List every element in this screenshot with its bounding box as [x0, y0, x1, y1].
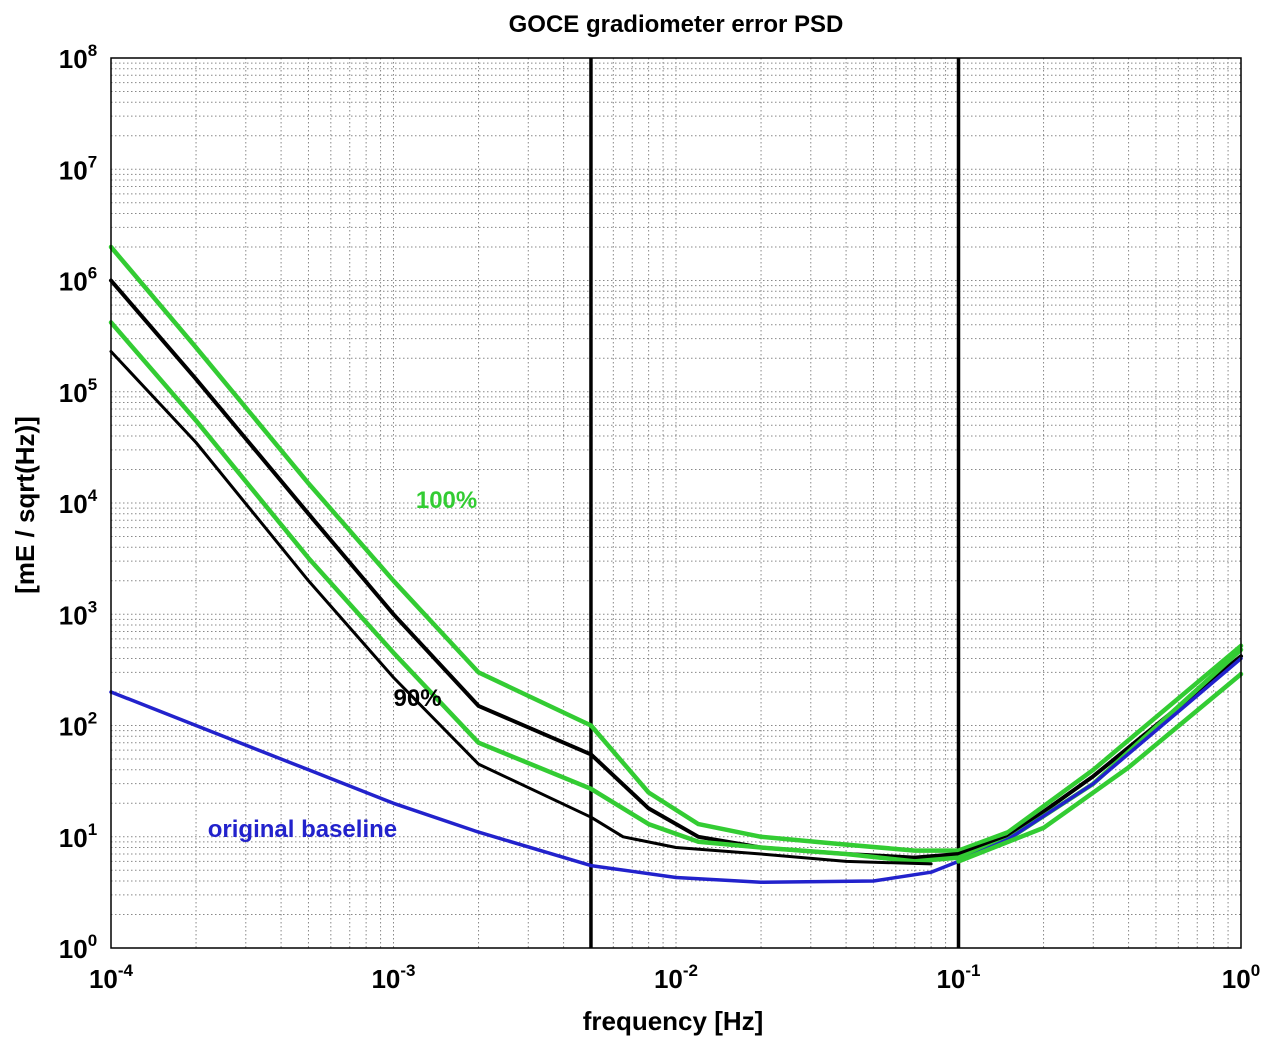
- x-tick-labels: 10-4 10-3 10-2 10-1 100: [89, 961, 1260, 994]
- x-tick-label: 100: [1222, 961, 1260, 994]
- series-line-6: [956, 671, 1244, 864]
- annotation-label: 100%: [416, 487, 477, 514]
- chart-title: GOCE gradiometer error PSD: [509, 11, 844, 38]
- y-tick-labels: 100 101 102 103 104 105 106 107 108: [59, 41, 98, 964]
- annotation-label: original baseline: [208, 816, 397, 843]
- y-tick-label: 108: [59, 41, 97, 74]
- x-tick-label: 10-1: [936, 961, 980, 994]
- vertical-markers: [589, 58, 961, 948]
- y-axis-label: [mE / sqrt(Hz)]: [10, 416, 40, 594]
- series-line-4: [109, 350, 933, 866]
- x-tick-label: 10-2: [654, 961, 698, 994]
- y-tick-label: 103: [59, 597, 97, 630]
- y-tick-label: 102: [59, 709, 97, 742]
- x-tick-label: 10-4: [89, 961, 134, 994]
- y-tick-label: 104: [59, 486, 98, 519]
- y-tick-label: 100: [59, 931, 97, 964]
- x-tick-label: 10-3: [371, 961, 415, 994]
- y-tick-label: 101: [59, 820, 97, 853]
- series-line-1: [108, 244, 1244, 853]
- y-tick-label: 107: [59, 152, 97, 185]
- series-layer: [108, 244, 1244, 884]
- annotations: 100% 90% original baseline: [208, 487, 478, 843]
- y-tick-label: 106: [59, 264, 97, 297]
- y-tick-label: 105: [59, 375, 97, 408]
- plot-frame: [110, 57, 1242, 949]
- annotation-label: 90%: [394, 685, 442, 712]
- series-line-2: [109, 278, 1243, 860]
- x-axis-label: frequency [Hz]: [583, 1006, 764, 1036]
